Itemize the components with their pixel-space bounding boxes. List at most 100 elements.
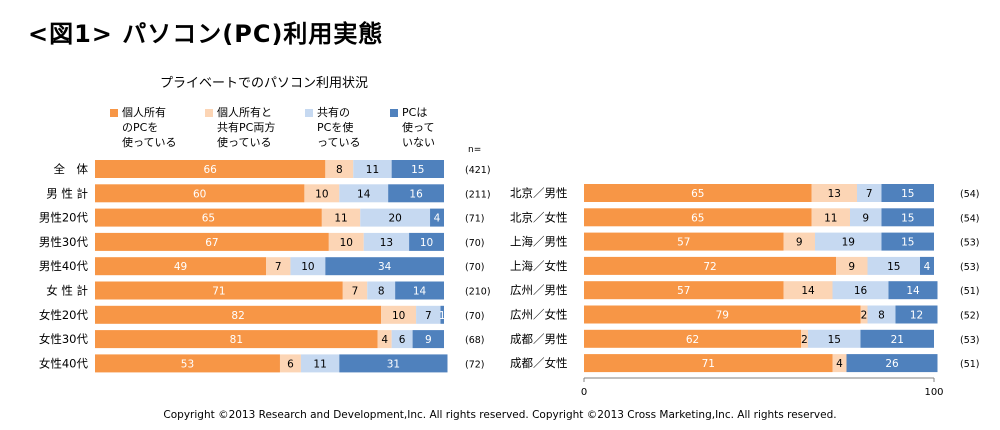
sample-size-label: (71) [465, 214, 485, 225]
data-label: 21 [891, 334, 904, 346]
data-label: 10 [420, 237, 433, 249]
bar-segment [409, 232, 444, 251]
data-label: 9 [796, 237, 803, 249]
bar-segment [860, 329, 934, 348]
bar-segment [920, 256, 934, 275]
bar-segment [783, 232, 815, 251]
n-header: n= [468, 145, 482, 155]
bar-segment [266, 257, 291, 276]
bar-segment [95, 354, 280, 373]
legend-swatch-shared [305, 109, 313, 117]
category-label: 上海／女性 [510, 259, 568, 273]
bar-segment [895, 305, 938, 324]
bar-segment [811, 184, 857, 202]
bar-segment [867, 256, 920, 275]
data-label: 15 [887, 261, 900, 273]
data-label: 72 [703, 261, 716, 273]
data-label: 79 [716, 310, 729, 322]
data-label: 16 [854, 285, 868, 297]
legend-label: PCは 使って いない [402, 106, 435, 149]
bar-segment [353, 160, 392, 178]
data-label: 71 [212, 286, 225, 298]
bar-segment [363, 232, 410, 251]
data-label: 7 [866, 188, 873, 200]
data-label: 11 [366, 164, 379, 176]
category-label: 女 性 計 [46, 284, 88, 298]
data-label: 4 [434, 213, 441, 225]
bar-segment [95, 330, 378, 349]
x-tick-label: 100 [924, 387, 943, 398]
bar-segment [321, 208, 361, 227]
sample-size-label: (210) [465, 287, 491, 298]
bar-segment [881, 184, 934, 202]
bar-segment [832, 281, 889, 300]
legend-swatch-none [390, 109, 398, 117]
data-label: 4 [924, 261, 931, 273]
bar-segment [801, 329, 808, 348]
data-label: 8 [336, 164, 343, 176]
bar-segment [339, 354, 448, 373]
bar-segment [95, 257, 267, 276]
data-label: 82 [231, 310, 244, 322]
data-label: 19 [842, 237, 855, 249]
category-label: 男性30代 [39, 235, 89, 249]
sample-size-label: (53) [960, 335, 980, 346]
data-label: 11 [824, 212, 837, 224]
data-label: 16 [409, 188, 423, 200]
data-label: 15 [901, 212, 914, 224]
data-label: 65 [691, 188, 704, 200]
data-label: 14 [413, 286, 427, 298]
data-label: 65 [202, 213, 215, 225]
sample-size-label: (68) [465, 335, 485, 346]
bar-segment [815, 232, 882, 251]
bar-segment [367, 281, 396, 300]
data-label: 9 [848, 261, 855, 273]
bar-segment [584, 208, 812, 227]
data-label: 71 [702, 358, 715, 370]
data-label: 15 [411, 164, 424, 176]
data-label: 6 [399, 334, 406, 346]
bar-segment [881, 208, 934, 227]
category-label: 広州／女性 [510, 308, 568, 322]
sample-size-label: (421) [465, 165, 491, 176]
sample-size-label: (72) [465, 359, 485, 370]
data-label: 81 [230, 334, 243, 346]
legend-swatch-both [205, 109, 213, 117]
data-label: 57 [677, 285, 690, 297]
data-label: 13 [380, 237, 393, 249]
data-label: 62 [686, 334, 699, 346]
data-label: 14 [357, 188, 371, 200]
bar-segment [388, 184, 444, 203]
sample-size-label: (54) [960, 189, 980, 200]
sample-size-label: (53) [960, 238, 980, 249]
bar-segment [391, 330, 413, 349]
data-label: 20 [388, 213, 401, 225]
bar-segment [867, 305, 896, 324]
data-label: 4 [381, 334, 388, 346]
category-label: 成都／女性 [510, 356, 568, 370]
bar-segment [440, 305, 444, 324]
legend-label: 共有の PCを使 っている [317, 106, 361, 149]
data-label: 9 [862, 212, 869, 224]
data-label: 12 [910, 310, 923, 322]
category-label: 女性40代 [39, 356, 89, 370]
bar-segment [584, 232, 784, 251]
data-label: 11 [313, 358, 326, 370]
bar-segment [395, 281, 444, 300]
data-label: 15 [828, 334, 841, 346]
data-label: 14 [801, 285, 815, 297]
bar-segment [279, 354, 301, 373]
category-label: 男性40代 [39, 259, 89, 273]
data-label: 6 [287, 358, 294, 370]
copyright: Copyright ©2013 Research and Development… [163, 409, 837, 421]
bar-segment [836, 256, 868, 275]
data-label: 9 [425, 334, 432, 346]
sample-size-label: (70) [465, 238, 485, 249]
chart-title: プライベートでのパソコン利用状況 [160, 76, 369, 91]
bar-segment [325, 160, 354, 178]
category-label: 北京／女性 [510, 210, 568, 224]
category-label: 成都／男性 [510, 332, 568, 346]
sample-size-label: (51) [960, 286, 980, 297]
bar-segment [888, 281, 938, 300]
